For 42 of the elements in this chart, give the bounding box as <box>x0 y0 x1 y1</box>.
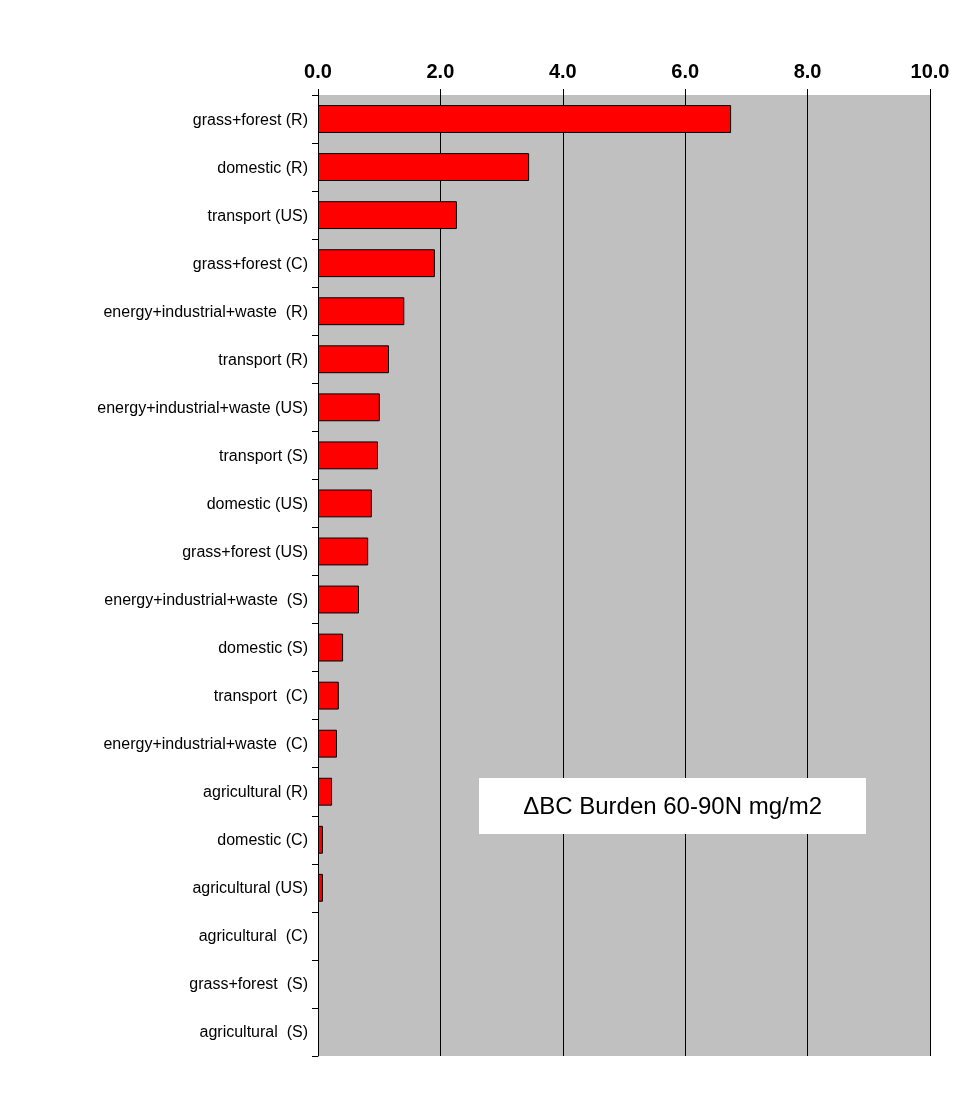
bar <box>318 345 389 374</box>
bar <box>318 633 344 662</box>
bar <box>318 585 359 614</box>
bar <box>318 441 378 470</box>
label-box: ΔBC Burden 60-90N mg/m2 <box>479 778 866 834</box>
y-tick-label: transport (S) <box>219 446 308 464</box>
y-tick-label: domestic (R) <box>217 158 308 176</box>
y-tick-label: energy+industrial+waste (R) <box>103 302 308 320</box>
bar <box>318 489 372 518</box>
y-tick-label: transport (C) <box>213 687 308 705</box>
bar <box>318 825 323 854</box>
y-tick-label: energy+industrial+waste (US) <box>97 398 308 416</box>
x-tick-label: 10.0 <box>910 60 950 82</box>
bar <box>318 537 369 566</box>
y-tick-label: energy+industrial+waste (S) <box>104 591 308 609</box>
y-tick-label: agricultural (R) <box>203 783 308 801</box>
bar <box>318 681 339 710</box>
y-tick-label: grass+forest (S) <box>189 975 308 993</box>
y-tick-label: agricultural (US) <box>192 879 308 897</box>
bar <box>318 393 380 422</box>
x-tick-label: 2.0 <box>426 60 455 82</box>
y-tick-label: domestic (US) <box>206 494 308 512</box>
bar <box>318 873 323 902</box>
bar <box>318 297 405 326</box>
bar <box>318 729 337 758</box>
bar <box>318 777 333 806</box>
annotation: ΔBC Burden 60-90N mg/m2 <box>523 792 822 819</box>
y-tick-label: domestic (C) <box>217 831 308 849</box>
x-tick-label: 4.0 <box>548 60 577 82</box>
y-tick-label: grass+forest (C) <box>192 254 308 272</box>
x-tick-label: 8.0 <box>793 60 822 82</box>
y-tick-label: energy+industrial+waste (C) <box>103 735 308 753</box>
y-tick-label: grass+forest (R) <box>192 110 308 128</box>
x-tick-label: 6.0 <box>671 60 700 82</box>
y-tick-label: agricultural (S) <box>199 1023 308 1041</box>
y-tick-label: agricultural (C) <box>198 927 308 945</box>
y-tick-label: transport (R) <box>218 350 308 368</box>
y-tick-label: grass+forest (US) <box>182 542 308 560</box>
y-tick-label: domestic (S) <box>218 639 308 657</box>
x-tick-label: 0.0 <box>304 60 332 82</box>
y-tick-label: transport (US) <box>207 206 308 224</box>
bar <box>318 249 435 278</box>
